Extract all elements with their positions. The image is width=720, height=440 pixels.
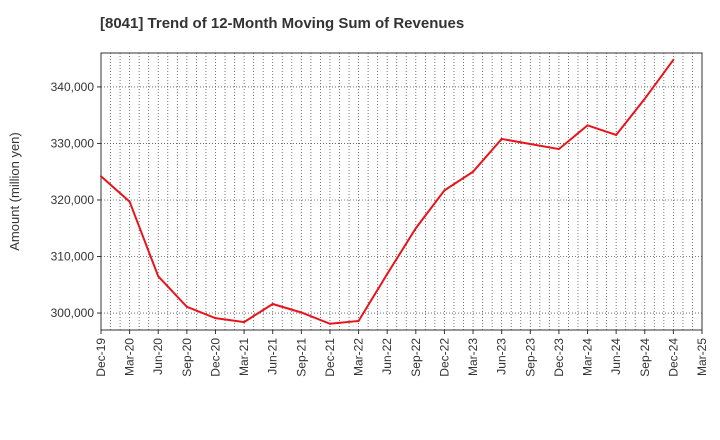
- data-point: [586, 124, 589, 127]
- data-point: [328, 322, 331, 325]
- x-tick-label: Jun-23: [495, 338, 509, 375]
- data-point: [357, 319, 360, 322]
- x-axis-ticks: Dec-19 Mar-20 Jun-20 Sep-20 Dec-20 Mar-21 Jun-…: [94, 330, 709, 377]
- x-tick-label: Sep-24: [638, 338, 652, 377]
- data-point: [100, 175, 102, 178]
- y-tick-label: 330,000: [51, 136, 95, 150]
- x-tick-label: Mar-23: [466, 338, 480, 376]
- data-point: [185, 305, 188, 308]
- data-point: [643, 97, 646, 100]
- x-tick-label: Mar-25: [695, 338, 709, 376]
- x-tick-label: Sep-23: [523, 338, 537, 377]
- data-point: [529, 143, 532, 146]
- data-point: [128, 200, 131, 203]
- data-point: [243, 321, 246, 324]
- x-tick-label: Mar-20: [123, 338, 137, 376]
- y-tick-label: 310,000: [51, 250, 95, 264]
- x-tick-label: Mar-24: [581, 338, 595, 376]
- data-point: [500, 137, 503, 140]
- data-point: [414, 227, 417, 230]
- data-point: [157, 275, 160, 278]
- data-points: [100, 58, 675, 325]
- grid: [100, 53, 703, 330]
- data-point: [557, 148, 560, 151]
- x-tick-label: Sep-22: [409, 338, 423, 377]
- data-point: [214, 317, 217, 320]
- y-axis-ticks: 300,000 310,000 320,000 330,000 340,000: [51, 80, 101, 320]
- y-tick-label: 300,000: [51, 306, 95, 320]
- y-tick-label: 340,000: [51, 80, 95, 94]
- x-tick-label: Mar-21: [237, 338, 251, 376]
- x-tick-label: Dec-20: [208, 338, 222, 377]
- data-point: [271, 302, 274, 305]
- x-tick-label: Dec-23: [552, 338, 566, 377]
- x-tick-label: Mar-22: [352, 338, 366, 376]
- x-tick-label: Sep-21: [294, 338, 308, 377]
- x-tick-label: Sep-20: [180, 338, 194, 377]
- x-tick-label: Jun-24: [609, 338, 623, 375]
- data-point: [443, 189, 446, 192]
- y-axis-label: Amount (million yen): [7, 132, 22, 251]
- plot-area-border: [100, 52, 703, 331]
- data-point: [672, 58, 675, 61]
- x-tick-label: Jun-21: [266, 338, 280, 375]
- data-point: [300, 311, 303, 314]
- x-tick-label: Jun-20: [151, 338, 165, 375]
- data-point: [472, 170, 475, 173]
- x-tick-label: Dec-22: [437, 338, 451, 377]
- data-point: [615, 133, 618, 136]
- y-tick-label: 320,000: [51, 193, 95, 207]
- chart-title: [8041] Trend of 12-Month Moving Sum of R…: [100, 15, 465, 32]
- data-point: [386, 273, 389, 276]
- x-tick-label: Dec-24: [666, 338, 680, 377]
- x-tick-label: Dec-21: [323, 338, 337, 377]
- x-tick-label: Dec-19: [94, 338, 108, 377]
- x-tick-label: Jun-22: [380, 338, 394, 375]
